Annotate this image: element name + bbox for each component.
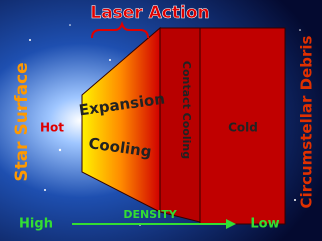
hot-label: Hot — [40, 121, 64, 135]
left-label: Star Surface — [12, 62, 32, 181]
diagram: Laser Action Star Surface Circumstellar … — [0, 0, 322, 241]
contact-label: Contact Cooling — [180, 61, 193, 159]
contact-face — [160, 28, 200, 222]
high-label: High — [19, 217, 53, 232]
cold-label: Cold — [228, 121, 258, 135]
density-label: DENSITY — [123, 208, 177, 221]
low-label: Low — [250, 217, 279, 232]
title: Laser Action — [90, 3, 209, 23]
right-label: Circumstellar Debris — [298, 35, 316, 208]
